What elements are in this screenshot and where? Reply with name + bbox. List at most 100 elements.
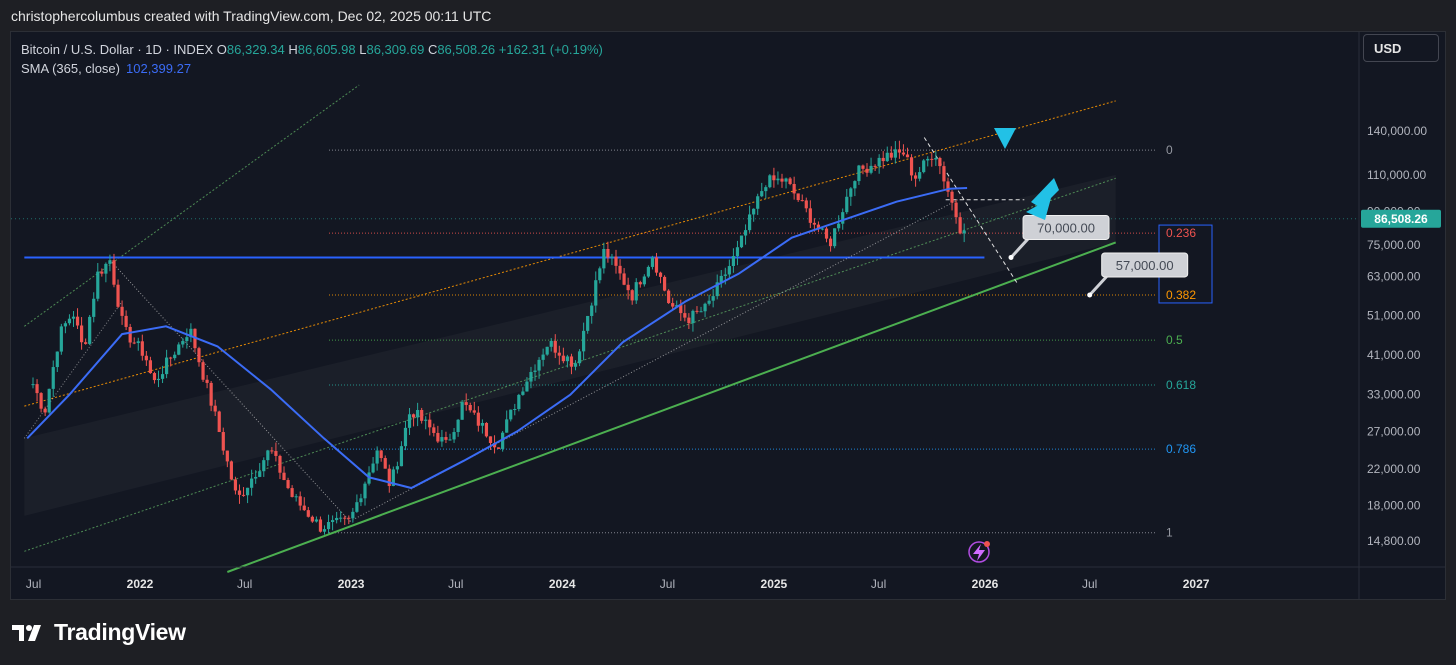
candle-body [719, 275, 723, 283]
candle-body [298, 496, 302, 506]
candle-body [930, 158, 934, 160]
candle-body [505, 419, 509, 433]
candle-body [861, 165, 865, 169]
candle-body [946, 181, 950, 192]
x-tick-label: Jul [26, 577, 41, 591]
chart-legend: Bitcoin / U.S. Dollar · 1D · INDEX O 86,3… [21, 40, 603, 78]
candle-body [873, 165, 877, 167]
candle-body [606, 249, 610, 258]
candle-body [339, 517, 343, 519]
candle-body [780, 178, 784, 182]
support-trendline [226, 241, 1117, 573]
candle-body [934, 157, 938, 160]
currency-button[interactable]: USD [1363, 34, 1439, 62]
callout-box-1[interactable] [1101, 252, 1189, 278]
candle-body [638, 282, 642, 285]
lightning-icon[interactable] [968, 541, 990, 563]
candle-body [796, 193, 800, 201]
candle-body [525, 381, 529, 392]
candle-body [610, 256, 614, 258]
candle-body [100, 271, 104, 274]
candle-body [407, 414, 412, 428]
candle-body [768, 175, 772, 188]
callout-box-0[interactable] [1022, 214, 1110, 240]
low-value: 86,309.69 [366, 42, 425, 57]
candle-body [165, 357, 169, 375]
candle-body [748, 214, 752, 231]
callout-anchor-1 [1087, 292, 1093, 298]
y-tick-label: 63,000.00 [1367, 270, 1421, 284]
candle-body [250, 478, 254, 488]
candle-body [92, 298, 96, 317]
candle-body [816, 224, 821, 230]
candle-body [897, 149, 902, 153]
candle-body [314, 519, 319, 522]
high-label: H [288, 42, 298, 57]
candle-body [529, 371, 533, 382]
tradingview-brand[interactable]: TradingView [12, 619, 186, 646]
candle-body [857, 165, 861, 182]
candle-body [343, 517, 347, 519]
candle-body [517, 394, 521, 409]
close-label: C [427, 42, 438, 57]
candle-body [683, 313, 687, 318]
candle-body [590, 305, 594, 316]
candle-body [837, 223, 841, 229]
candle-body [869, 165, 873, 173]
candle-body [905, 154, 910, 158]
candle-body [75, 316, 80, 326]
x-tick-label: 2024 [549, 577, 576, 591]
candle-body [727, 266, 731, 275]
candle-body [383, 458, 387, 469]
candle-body [375, 450, 379, 464]
candle-body [671, 303, 675, 307]
channel-fill [24, 175, 1115, 516]
y-tick-label: 33,000.00 [1367, 388, 1421, 402]
candle-body [460, 402, 464, 420]
candle-body [322, 529, 327, 532]
candle-body [691, 310, 695, 324]
candle-body [132, 342, 136, 344]
candle-body [185, 337, 189, 342]
candle-body [703, 303, 707, 312]
candle-body [586, 315, 590, 331]
candle-body [735, 247, 740, 257]
candle-body [764, 187, 768, 192]
price-chart[interactable]: 0 0.236 0.382 0.5 0.618 0.786 1 70,000.00 57,000… [11, 32, 1445, 599]
candle-body [306, 510, 310, 517]
candle-body [428, 419, 432, 428]
candle-body [387, 468, 391, 486]
candle-body [351, 511, 355, 519]
x-tick-label: Jul [237, 577, 252, 591]
candle-body [209, 382, 213, 406]
symbol-description[interactable]: Bitcoin / U.S. Dollar · 1D · INDEX [21, 42, 214, 57]
candle-body [229, 461, 233, 480]
candle-body [614, 256, 618, 266]
candle-body [136, 341, 140, 344]
candle-body [557, 352, 561, 356]
candle-body [286, 480, 290, 489]
candle-body [55, 351, 59, 368]
candle-body [152, 373, 157, 381]
candle-body [120, 306, 124, 316]
candle-body [962, 230, 966, 234]
candle-body [84, 342, 88, 344]
candle-body [440, 437, 444, 442]
chart-panel[interactable]: 0 0.236 0.382 0.5 0.618 0.786 1 70,000.00 57,000… [10, 31, 1446, 600]
candle-body [177, 344, 181, 355]
candle-body [658, 272, 663, 277]
candle-body [116, 284, 120, 307]
candle-body [901, 152, 906, 155]
candle-body [403, 427, 408, 447]
dotted-trendline-2021 [23, 301, 123, 439]
fib-label-0.5: 0.5 [1166, 333, 1183, 347]
sma-label[interactable]: SMA (365, close) [21, 61, 120, 76]
last-price-label: 86,508.26 [1374, 212, 1428, 226]
candle-body [432, 427, 436, 433]
sma-365-line[interactable] [26, 187, 968, 490]
high-value: 86,605.98 [297, 42, 356, 57]
candle-body [395, 466, 399, 470]
candle-body [496, 447, 501, 449]
fib-label-0.382: 0.382 [1166, 288, 1196, 302]
open-label: O [216, 42, 227, 57]
